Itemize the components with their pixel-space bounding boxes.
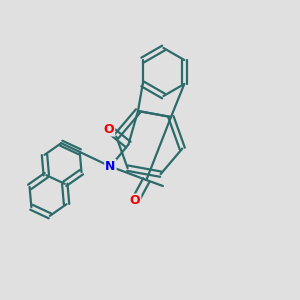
Text: O: O <box>103 122 114 136</box>
Text: N: N <box>105 160 116 173</box>
Text: O: O <box>130 194 140 208</box>
